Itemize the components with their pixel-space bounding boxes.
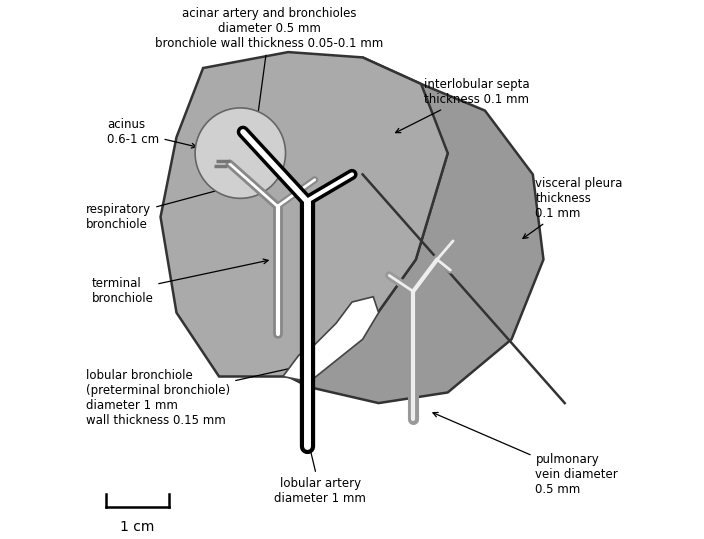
- Text: terminal
bronchiole: terminal bronchiole: [92, 259, 268, 306]
- Text: visceral pleura
thickness
0.1 mm: visceral pleura thickness 0.1 mm: [523, 177, 623, 238]
- Polygon shape: [283, 297, 379, 382]
- Text: pulmonary
vein diameter
0.5 mm: pulmonary vein diameter 0.5 mm: [433, 412, 618, 496]
- Circle shape: [195, 108, 286, 198]
- Text: 1 cm: 1 cm: [120, 520, 155, 534]
- Text: lobular artery
diameter 1 mm: lobular artery diameter 1 mm: [274, 439, 366, 505]
- Polygon shape: [288, 57, 543, 403]
- Text: interlobular septa
thickness 0.1 mm: interlobular septa thickness 0.1 mm: [396, 78, 529, 133]
- Text: lobular bronchiole
(preterminal bronchiole)
diameter 1 mm
wall thickness 0.15 mm: lobular bronchiole (preterminal bronchio…: [86, 365, 297, 427]
- Text: acinar artery and bronchioles
diameter 0.5 mm
bronchiole wall thickness 0.05-0.1: acinar artery and bronchioles diameter 0…: [156, 6, 384, 122]
- Text: respiratory
bronchiole: respiratory bronchiole: [86, 185, 234, 231]
- Polygon shape: [161, 52, 448, 377]
- Text: acinus
0.6-1 cm: acinus 0.6-1 cm: [107, 118, 196, 148]
